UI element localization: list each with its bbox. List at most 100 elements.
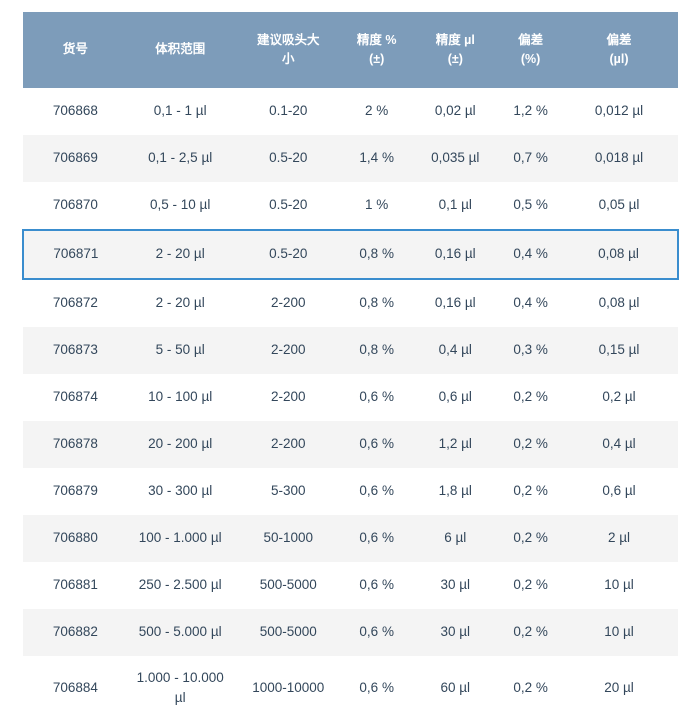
table-cell: 0,2 % xyxy=(501,374,561,421)
table-cell: 10 µl xyxy=(560,609,678,656)
table-cell: 1,2 µl xyxy=(409,421,502,468)
table-cell: 0,6 % xyxy=(343,562,410,609)
table-cell: 20 - 200 µl xyxy=(127,421,233,468)
table-cell: 2 % xyxy=(343,88,410,135)
table-cell: 706884 xyxy=(23,656,128,720)
table-row[interactable]: 706870 0,5 - 10 µl 0.5-20 1 % 0,1 µl 0,5 % 0,0… xyxy=(23,182,678,230)
table-cell: 500 - 5.000 µl xyxy=(127,609,233,656)
table-cell: 2 µl xyxy=(560,515,678,562)
table-cell: 0,1 µl xyxy=(409,182,502,230)
table-cell: 0,2 µl xyxy=(560,374,678,421)
table-row[interactable]: 706871 2 - 20 µl 0.5-20 0,8 % 0,16 µl 0,4 % 0,… xyxy=(22,229,679,280)
table-cell: 2-200 xyxy=(232,374,344,421)
table-cell: 1000-10000 xyxy=(232,656,344,720)
table-row[interactable]: 706881 250 - 2.500 µl 500-5000 0,6 % 30 µl 0,… xyxy=(23,562,678,609)
table-cell: 706871 xyxy=(22,229,128,280)
table-cell: 706870 xyxy=(23,182,128,230)
table-cell: 0.5-20 xyxy=(232,229,344,280)
table-cell: 0,08 µl xyxy=(560,279,678,327)
table-cell: 6 µl xyxy=(409,515,502,562)
table-cell: 706873 xyxy=(23,327,128,374)
table-cell: 0,018 µl xyxy=(560,135,678,182)
table-row[interactable]: 706869 0,1 - 2,5 µl 0.5-20 1,4 % 0,035 µl 0,7… xyxy=(23,135,678,182)
table-cell: 0,6 % xyxy=(343,468,410,515)
table-cell: 706868 xyxy=(23,88,128,135)
table-cell: 0,8 % xyxy=(343,229,410,280)
table-cell: 0,02 µl xyxy=(409,88,502,135)
table-cell: 706869 xyxy=(23,135,128,182)
table-cell: 0,2 % xyxy=(501,515,561,562)
col-header-volume-range: 体积范围 xyxy=(127,12,233,88)
table-cell: 0,6 % xyxy=(343,421,410,468)
table-row[interactable]: 706878 20 - 200 µl 2-200 0,6 % 1,2 µl 0,2 % 0,… xyxy=(23,421,678,468)
table-cell: 2 - 20 µl xyxy=(127,279,233,327)
table-cell: 706872 xyxy=(23,279,128,327)
table-cell: 1,2 % xyxy=(501,88,561,135)
table-header: 货号 体积范围 建议吸头大 小 精度 % (±) 精度 µl (±) 偏差 (%… xyxy=(23,12,678,88)
table-cell: 0,6 µl xyxy=(560,468,678,515)
table-cell: 706881 xyxy=(23,562,128,609)
table-body: 706868 0,1 - 1 µl 0.1-20 2 % 0,02 µl 1,2 % 0,0… xyxy=(22,88,679,720)
table-cell: 0,4 % xyxy=(501,279,561,327)
table-cell: 706878 xyxy=(23,421,128,468)
table-cell: 500-5000 xyxy=(232,609,344,656)
col-header-precision-ul: 精度 µl (±) xyxy=(409,12,502,88)
table-cell: 706880 xyxy=(23,515,128,562)
table-cell: 0,4 % xyxy=(501,229,561,280)
table-cell: 0,16 µl xyxy=(409,279,502,327)
table-cell: 5-300 xyxy=(232,468,344,515)
table-row[interactable]: 706880 100 - 1.000 µl 50-1000 0,6 % 6 µl 0,2 … xyxy=(23,515,678,562)
table-row[interactable]: 706872 2 - 20 µl 2-200 0,8 % 0,16 µl 0,4 % 0,0… xyxy=(23,279,678,327)
table-row[interactable]: 706868 0,1 - 1 µl 0.1-20 2 % 0,02 µl 1,2 % 0,0… xyxy=(23,88,678,135)
table-cell: 60 µl xyxy=(409,656,502,720)
table-cell: 0,05 µl xyxy=(560,182,678,230)
table-cell: 0,6 % xyxy=(343,515,410,562)
table-header-row: 货号 体积范围 建议吸头大 小 精度 % (±) 精度 µl (±) 偏差 (%… xyxy=(23,12,678,88)
table-cell: 0,1 - 1 µl xyxy=(127,88,233,135)
table-cell: 0,5 % xyxy=(501,182,561,230)
table-cell: 0,4 µl xyxy=(409,327,502,374)
table-cell: 20 µl xyxy=(560,656,678,720)
spec-table-container: 货号 体积范围 建议吸头大 小 精度 % (±) 精度 µl (±) 偏差 (%… xyxy=(22,12,679,720)
col-header-recommended-tip-size: 建议吸头大 小 xyxy=(232,12,344,88)
table-cell: 50-1000 xyxy=(232,515,344,562)
table-cell: 0.5-20 xyxy=(232,182,344,230)
table-cell: 0,3 % xyxy=(501,327,561,374)
table-cell: 1.000 - 10.000 µl xyxy=(127,656,233,720)
table-cell: 10 - 100 µl xyxy=(127,374,233,421)
table-cell: 0,15 µl xyxy=(560,327,678,374)
table-cell: 2-200 xyxy=(232,279,344,327)
table-cell: 0.1-20 xyxy=(232,88,344,135)
table-cell: 706882 xyxy=(23,609,128,656)
table-cell: 30 µl xyxy=(409,609,502,656)
table-cell: 1,8 µl xyxy=(409,468,502,515)
table-cell: 0,6 % xyxy=(343,609,410,656)
table-cell: 500-5000 xyxy=(232,562,344,609)
table-cell: 30 - 300 µl xyxy=(127,468,233,515)
table-cell: 2 - 20 µl xyxy=(127,229,233,280)
col-header-catalog-number: 货号 xyxy=(23,12,128,88)
table-cell: 0,8 % xyxy=(343,279,410,327)
table-cell: 30 µl xyxy=(409,562,502,609)
table-cell: 0,16 µl xyxy=(409,229,502,280)
table-cell: 0,2 % xyxy=(501,421,561,468)
col-header-precision-percent: 精度 % (±) xyxy=(343,12,410,88)
table-row[interactable]: 706873 5 - 50 µl 2-200 0,8 % 0,4 µl 0,3 % 0,15… xyxy=(23,327,678,374)
table-cell: 0,8 % xyxy=(343,327,410,374)
table-row[interactable]: 706879 30 - 300 µl 5-300 0,6 % 1,8 µl 0,2 % 0,… xyxy=(23,468,678,515)
table-cell: 250 - 2.500 µl xyxy=(127,562,233,609)
table-cell: 1,4 % xyxy=(343,135,410,182)
table-cell: 0,1 - 2,5 µl xyxy=(127,135,233,182)
table-cell: 0.5-20 xyxy=(232,135,344,182)
table-cell: 0,012 µl xyxy=(560,88,678,135)
table-cell: 706874 xyxy=(23,374,128,421)
table-cell: 10 µl xyxy=(560,562,678,609)
table-cell: 0,2 % xyxy=(501,609,561,656)
table-row[interactable]: 706874 10 - 100 µl 2-200 0,6 % 0,6 µl 0,2 % 0,… xyxy=(23,374,678,421)
pipette-spec-table: 货号 体积范围 建议吸头大 小 精度 % (±) 精度 µl (±) 偏差 (%… xyxy=(22,12,679,720)
col-header-deviation-ul: 偏差 (µl) xyxy=(560,12,678,88)
table-row[interactable]: 706884 1.000 - 10.000 µl 1000-10000 0,6 % 60… xyxy=(23,656,678,720)
table-row[interactable]: 706882 500 - 5.000 µl 500-5000 0,6 % 30 µl 0,… xyxy=(23,609,678,656)
table-cell: 0,7 % xyxy=(501,135,561,182)
col-header-deviation-percent: 偏差 (%) xyxy=(501,12,561,88)
